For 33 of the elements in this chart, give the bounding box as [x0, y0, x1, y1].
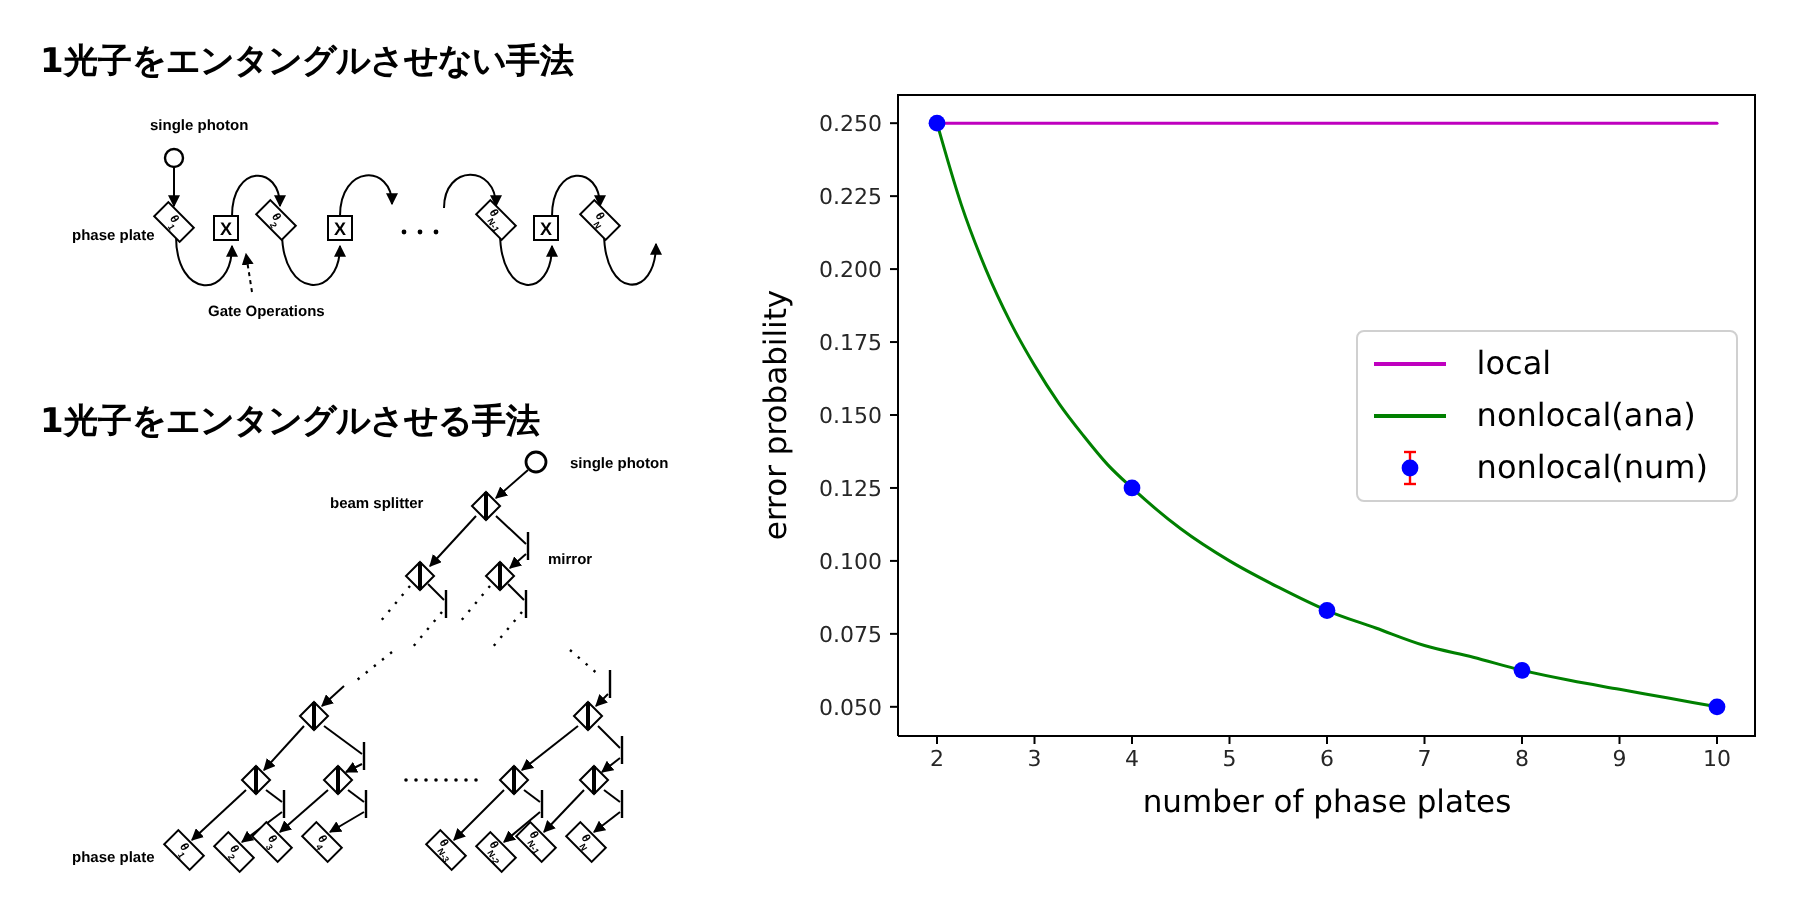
text: X: [539, 218, 553, 239]
y-tick-label: 0.075: [819, 621, 882, 648]
x-tick-label: 8: [1515, 745, 1529, 772]
point: [1318, 602, 1336, 619]
x-tick-label: 3: [1027, 745, 1042, 772]
text: X: [219, 218, 233, 239]
point: [1123, 479, 1141, 497]
y-tick-label: 0.150: [819, 402, 882, 429]
text: 1光子をエンタングルさせない手法: [40, 42, 574, 82]
y-tick-label: 0.200: [819, 256, 882, 283]
x-tick-label: 4: [1125, 745, 1139, 772]
point: [1513, 661, 1531, 679]
y-axis-title: error probability: [758, 289, 794, 541]
legend-label: local: [1476, 344, 1552, 382]
y-tick-label: 0.250: [819, 110, 882, 137]
x-tick-label: 2: [930, 745, 944, 772]
point: [1708, 698, 1726, 716]
point: [928, 114, 946, 132]
text: X: [333, 218, 347, 239]
y-tick-label: 0.125: [819, 475, 882, 502]
x-tick-label: 6: [1320, 745, 1334, 772]
y-tick-label: 0.050: [819, 694, 882, 721]
x-tick-label: 5: [1222, 745, 1237, 772]
y-tick-label: 0.175: [819, 329, 882, 356]
x-tick-label: 9: [1612, 745, 1627, 772]
text: 1光子をエンタングルさせる手法: [40, 402, 540, 442]
x-axis-title: number of phase plates: [1142, 784, 1512, 820]
y-tick-label: 0.100: [819, 548, 882, 575]
legend-label: nonlocal(ana): [1476, 396, 1696, 434]
x-tick-label: 7: [1417, 745, 1432, 772]
y-tick-label: 0.225: [819, 183, 882, 210]
x-tick-label: 10: [1703, 745, 1731, 772]
legend-label: nonlocal(num): [1476, 448, 1708, 486]
